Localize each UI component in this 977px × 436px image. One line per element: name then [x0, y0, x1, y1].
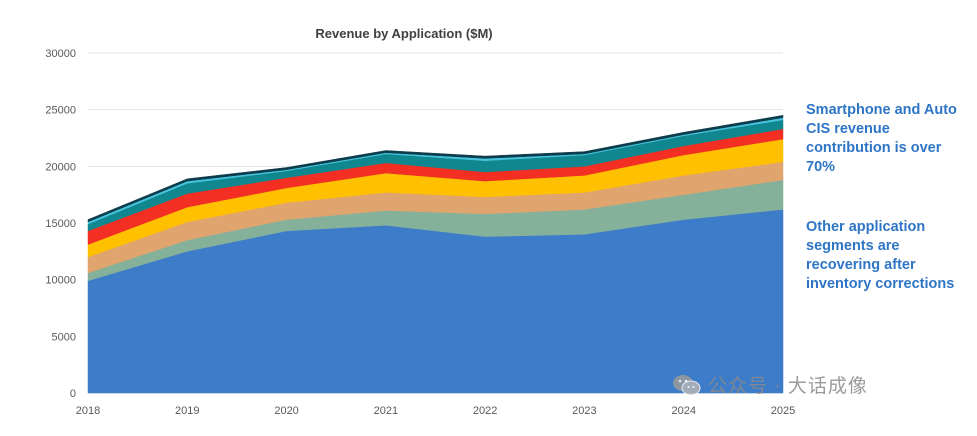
y-tick-label: 15000	[45, 218, 76, 230]
callout-smartphone-auto: Smartphone and Auto CIS revenue contribu…	[806, 102, 957, 175]
x-tick-label: 2025	[771, 405, 795, 417]
y-tick-label: 10000	[45, 275, 76, 287]
x-axis-ticks: 2018 2019 2020 2021 2022 2023 2024 2025	[76, 405, 795, 417]
chart-title: Revenue by Application ($M)	[315, 26, 492, 41]
wechat-icon	[673, 374, 701, 395]
x-tick-label: 2024	[671, 405, 695, 417]
y-tick-label: 25000	[45, 105, 76, 117]
watermark-text: 公众号 · 大话成像	[708, 376, 868, 397]
x-tick-label: 2022	[473, 405, 497, 417]
watermark: 公众号 · 大话成像	[672, 371, 868, 398]
callout-other-segments: Other application segments are recoverin…	[806, 219, 955, 292]
y-tick-label: 20000	[45, 161, 76, 173]
x-tick-label: 2019	[175, 405, 199, 417]
stacked-areas	[87, 115, 784, 394]
x-tick-label: 2021	[374, 405, 398, 417]
y-tick-label: 0	[70, 388, 76, 400]
area-series-8	[87, 115, 784, 223]
y-tick-label: 30000	[45, 48, 76, 60]
x-tick-label: 2020	[274, 405, 298, 417]
y-tick-label: 5000	[52, 331, 76, 343]
x-tick-label: 2023	[572, 405, 596, 417]
y-axis-ticks: 0 5000 10000 15000 20000 25000 30000	[45, 48, 76, 400]
x-tick-label: 2018	[76, 405, 100, 417]
